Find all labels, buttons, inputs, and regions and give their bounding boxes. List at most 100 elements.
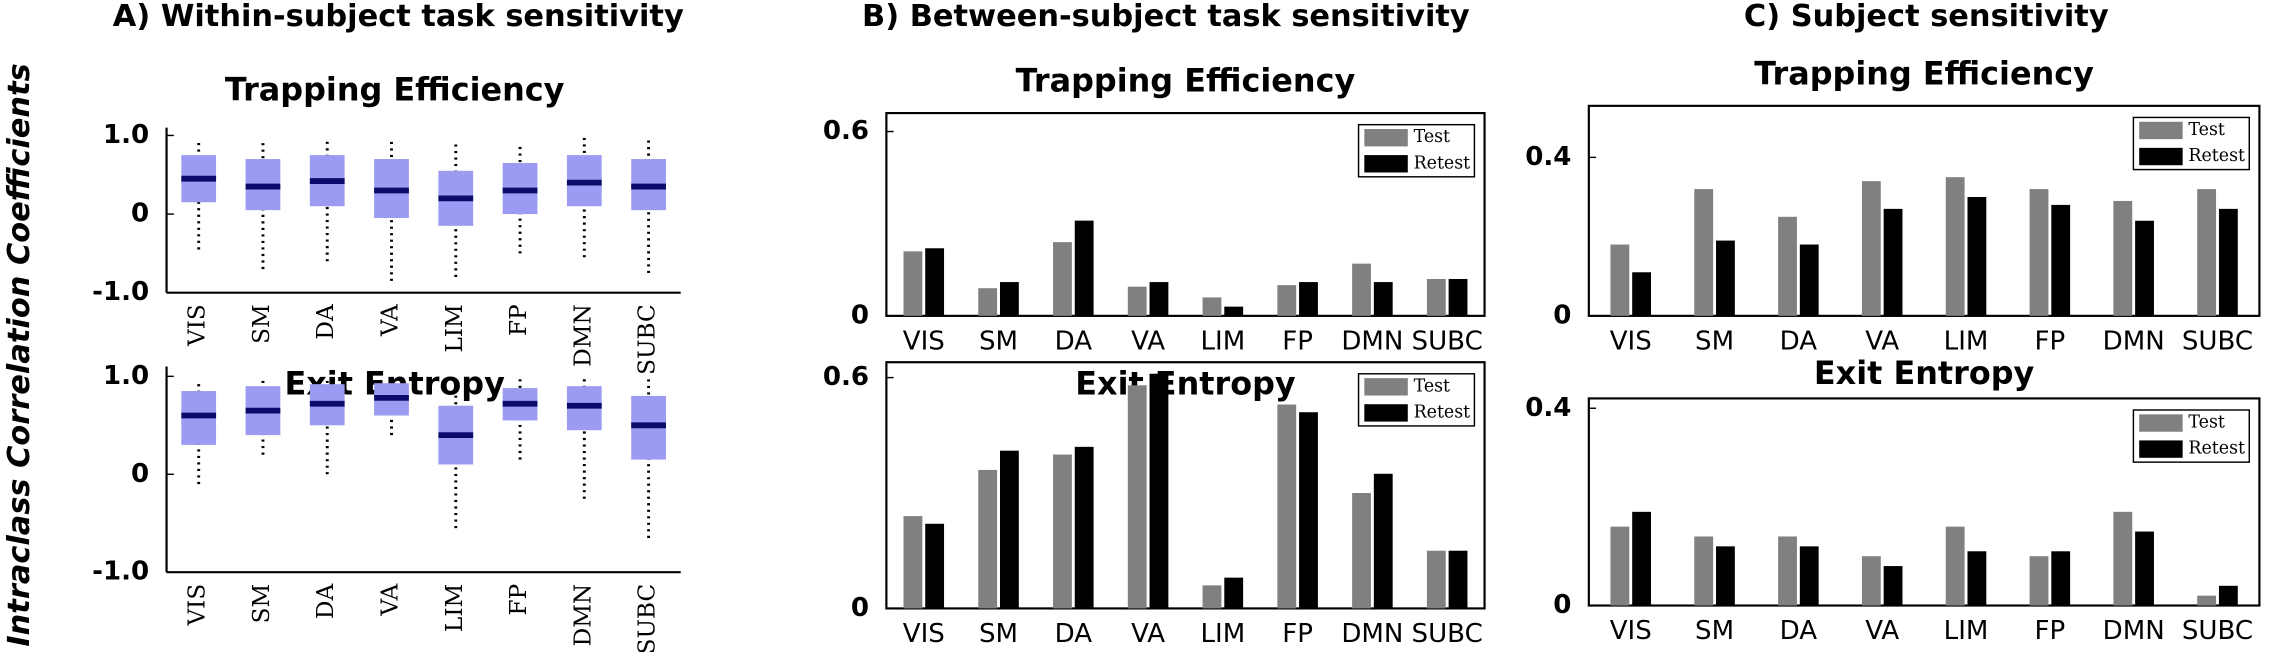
bar bbox=[925, 248, 945, 316]
legend-swatch bbox=[1364, 155, 1408, 173]
y-tick-label: 0 bbox=[851, 300, 869, 330]
bar bbox=[1352, 493, 1371, 609]
y-tick-label: 1.0 bbox=[103, 120, 149, 150]
bar bbox=[1277, 285, 1297, 316]
bar bbox=[1277, 404, 1297, 609]
x-tick-label: SM bbox=[1695, 326, 1734, 356]
x-tick-label: VA bbox=[1865, 616, 1899, 646]
bar bbox=[1778, 536, 1797, 606]
x-tick-label: DA bbox=[1780, 616, 1818, 646]
bar bbox=[1373, 473, 1393, 609]
bar bbox=[999, 282, 1019, 316]
x-tick-label: SM bbox=[1695, 616, 1734, 646]
x-tick-label: LIM bbox=[1944, 326, 1989, 356]
x-tick-label: VIS bbox=[903, 619, 945, 649]
x-tick-label: LIM bbox=[441, 304, 468, 352]
legend-swatch bbox=[1364, 129, 1408, 147]
x-tick-label: VA bbox=[377, 584, 404, 617]
bar bbox=[1861, 556, 1881, 606]
bar bbox=[1945, 526, 1965, 606]
plot-frame bbox=[1587, 397, 2261, 607]
bar bbox=[1945, 177, 1965, 316]
bar bbox=[1224, 577, 1244, 609]
x-tick-label: DA bbox=[312, 304, 339, 340]
x-tick-label: DA bbox=[1055, 619, 1093, 649]
chart-title: Exit Entropy bbox=[1814, 354, 2035, 392]
x-tick-label: VA bbox=[377, 304, 404, 337]
bar bbox=[1352, 263, 1371, 316]
chart-title: Trapping Efficiency bbox=[1016, 62, 1356, 100]
x-tick-label: VA bbox=[1131, 619, 1165, 649]
x-tick-label: DMN bbox=[569, 584, 596, 647]
bar bbox=[1716, 546, 1735, 606]
x-tick-label: DMN bbox=[1341, 326, 1403, 356]
x-tick-label: SUBC bbox=[2182, 616, 2253, 646]
bar bbox=[1448, 550, 1468, 609]
bar bbox=[903, 516, 923, 609]
x-tick-label: SM bbox=[979, 326, 1018, 356]
x-tick-label: LIM bbox=[1201, 619, 1246, 649]
bar bbox=[1426, 278, 1446, 316]
bar bbox=[1202, 297, 1222, 316]
bar bbox=[1202, 585, 1222, 609]
bar bbox=[1149, 373, 1169, 609]
bar bbox=[2051, 551, 2071, 606]
bar bbox=[2029, 556, 2049, 606]
y-tick-label: 0 bbox=[1553, 590, 1571, 620]
bar bbox=[2135, 220, 2154, 316]
plot-frame bbox=[885, 112, 1486, 317]
legend-swatch bbox=[2139, 440, 2183, 458]
bar bbox=[1883, 566, 1903, 606]
legend-label: Retest bbox=[1414, 402, 1471, 422]
x-tick-label: VIS bbox=[184, 584, 211, 627]
x-tick-label: SUBC bbox=[1412, 619, 1483, 649]
legend-label: Test bbox=[1414, 127, 1450, 147]
x-tick-label: SUBC bbox=[2182, 326, 2253, 356]
x-tick-label: FP bbox=[1282, 326, 1313, 356]
bar bbox=[978, 288, 998, 316]
x-tick-label: DMN bbox=[2103, 326, 2165, 356]
legend-label: Test bbox=[2188, 413, 2224, 433]
bar bbox=[925, 523, 945, 609]
x-tick-label: VIS bbox=[1610, 326, 1652, 356]
y-tick-label: 0.4 bbox=[1525, 393, 1571, 423]
bar bbox=[1632, 511, 1652, 606]
x-tick-label: LIM bbox=[1201, 326, 1246, 356]
bar bbox=[1778, 216, 1797, 316]
y-tick-label: 0 bbox=[1553, 300, 1571, 330]
x-tick-label: VA bbox=[1865, 326, 1899, 356]
x-tick-label: LIM bbox=[1944, 616, 1989, 646]
bar bbox=[1610, 526, 1630, 606]
x-tick-label: VIS bbox=[1610, 616, 1652, 646]
x-tick-label: LIM bbox=[441, 584, 468, 632]
bar bbox=[1448, 278, 1468, 316]
x-tick-label: FP bbox=[2034, 326, 2065, 356]
legend-swatch bbox=[1364, 378, 1408, 396]
bar bbox=[2113, 511, 2133, 606]
legend-label: Test bbox=[2188, 120, 2224, 140]
bar bbox=[1053, 242, 1072, 316]
bar bbox=[1074, 220, 1094, 316]
bar bbox=[1373, 282, 1393, 316]
chart-title: Trapping Efficiency bbox=[1754, 54, 2094, 92]
x-tick-label: SUBC bbox=[634, 584, 661, 652]
x-tick-label: FP bbox=[505, 584, 532, 616]
bar bbox=[1299, 412, 1318, 609]
legend-swatch bbox=[2139, 121, 2183, 140]
legend-label: Retest bbox=[2188, 146, 2245, 166]
y-tick-label: -1.0 bbox=[92, 557, 149, 587]
bar bbox=[1967, 551, 1987, 606]
x-tick-label: SUBC bbox=[1412, 326, 1483, 356]
chart-title: Exit Entropy bbox=[1075, 364, 1296, 402]
y-tick-label: 1.0 bbox=[103, 361, 149, 391]
bar bbox=[1694, 189, 1714, 316]
x-tick-label: VA bbox=[1131, 326, 1165, 356]
bar bbox=[1053, 454, 1072, 609]
bar bbox=[1610, 244, 1630, 316]
bar bbox=[1149, 282, 1169, 316]
bar bbox=[1967, 196, 1987, 316]
x-tick-label: VIS bbox=[903, 326, 945, 356]
bar bbox=[2135, 531, 2154, 606]
bar bbox=[2197, 595, 2217, 606]
